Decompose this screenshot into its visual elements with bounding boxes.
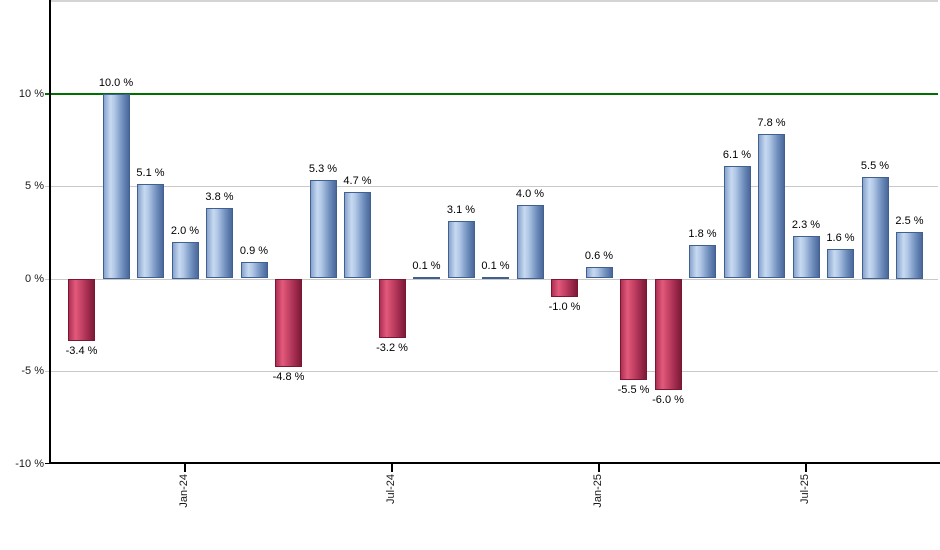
bar-value-label: 0.1 % [481,259,510,272]
bar-value-label: -4.8 % [272,371,305,384]
x-axis-tick [391,464,393,472]
y-tick-label: 10 % [18,87,44,100]
bar-negative [551,278,578,297]
y-gridline [45,186,938,187]
bar-value-label: 4.0 % [515,187,545,200]
y-tick-label: 0 % [25,272,44,285]
bar-value-label: 4.7 % [343,174,372,187]
reference-line-10pct [45,92,938,95]
bar-positive [447,221,475,279]
bar-positive [896,232,923,279]
x-axis-tick [598,464,600,472]
bar-positive [137,184,164,279]
x-axis-line [49,462,940,464]
bar-value-label: -1.0 % [548,301,581,313]
y-tick-label: -5 % [21,365,44,377]
y-tick-label: -10 % [15,457,44,470]
bar-value-label: 5.1 % [136,167,165,180]
bar-negative [275,278,302,368]
bar-value-label: 2.5 % [895,215,924,228]
bar-positive [309,180,337,279]
bar-value-label: 5.3 % [308,163,338,176]
plot-top-border [49,0,938,2]
y-tick-label: 5 % [25,180,44,192]
bar-value-label: 0.9 % [239,244,269,257]
bar-value-label: -6.0 % [652,393,684,406]
x-axis-tick [805,464,807,472]
bar-positive [792,235,820,279]
bar-value-label: 3.1 % [446,204,476,217]
bar-value-label: 1.6 % [826,231,855,244]
bar-positive [102,93,130,279]
bar-value-label: 7.8 % [757,117,786,130]
bar-value-label: 0.6 % [584,250,614,263]
bar-value-label: 2.3 % [791,218,821,231]
bar-positive [206,208,233,279]
bar-positive [861,176,889,279]
x-axis-tick [184,464,186,472]
bar-value-label: -5.5 % [617,384,650,397]
bar-value-label: 10.0 % [98,76,134,89]
bar-negative [68,278,95,342]
bar-negative [378,278,406,338]
bar-positive [344,191,371,279]
bar-positive [516,204,544,279]
bar-positive [723,165,751,279]
bar-positive [585,267,613,279]
bar-positive [827,248,854,279]
bar-value-label: 2.0 % [170,224,200,237]
x-tick-label-text: Jul-24 [385,474,397,504]
bar-positive [413,276,440,279]
x-tick-label-text: Jul-25 [799,474,811,504]
y-gridline [45,371,938,372]
bar-value-label: 1.8 % [688,228,717,241]
x-tick-label-text: Jan-24 [178,474,190,508]
y-axis-line [49,0,51,464]
bar-value-label: 6.1 % [722,148,752,161]
bar-negative [654,278,682,390]
bar-value-label: 0.1 % [412,259,441,272]
y-gridline [45,278,938,280]
bar-positive [240,261,268,279]
bar-value-label: -3.4 % [65,345,98,358]
x-tick-label-text: Jan-25 [592,474,604,508]
bar-negative [620,278,647,381]
bar-positive [482,276,509,279]
bar-positive [171,241,199,279]
bar-value-label: -3.2 % [376,341,408,354]
bar-positive [689,245,716,279]
bar-value-label: 5.5 % [860,159,890,172]
bar-value-label: 3.8 % [205,191,234,204]
bar-positive [758,134,785,279]
y-axis-tick [45,463,50,464]
